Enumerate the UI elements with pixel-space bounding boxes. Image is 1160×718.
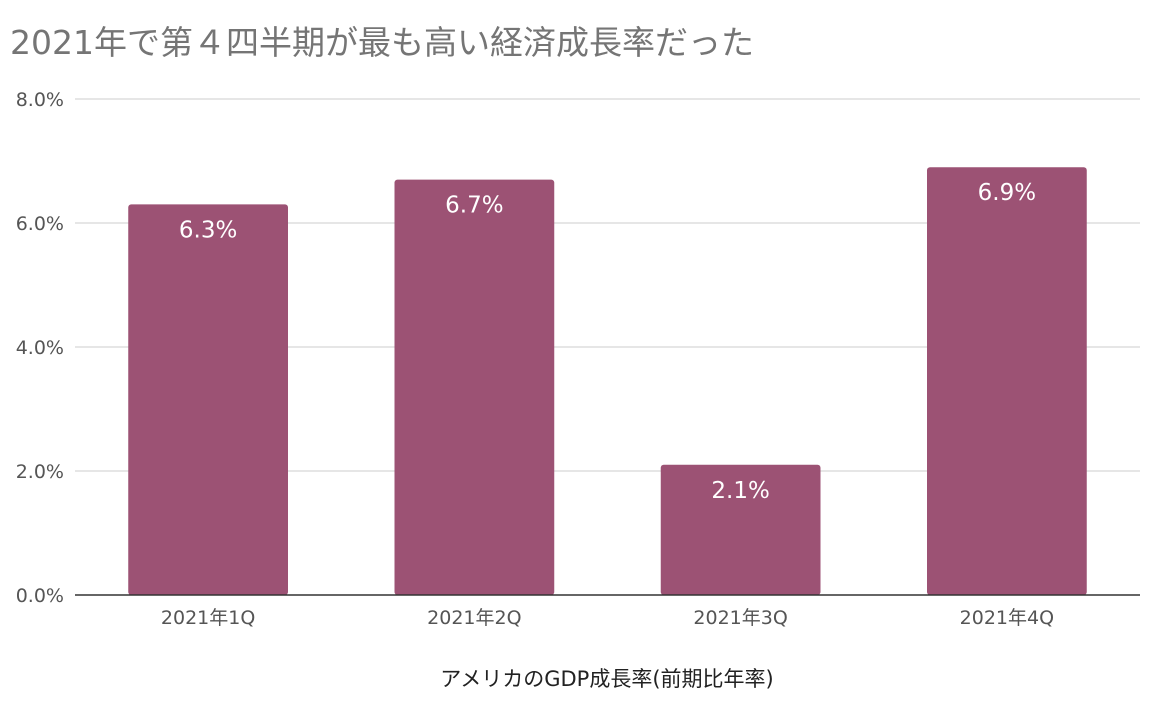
bar (394, 179, 555, 595)
x-tick-label: 2021年4Q (960, 607, 1054, 629)
data-label: 2.1% (711, 478, 769, 504)
y-tick-label: 6.0% (16, 213, 64, 235)
chart-title: 2021年で第４四半期が最も高い経済成長率だった (10, 23, 754, 62)
y-tick-label: 8.0% (16, 89, 64, 111)
bar (927, 167, 1087, 595)
data-label: 6.9% (978, 180, 1036, 206)
x-axis-title: アメリカのGDP成長率(前期比年率) (440, 667, 773, 691)
y-tick-label: 2.0% (16, 461, 64, 483)
bar (128, 204, 288, 595)
bar (660, 464, 821, 595)
bars (128, 167, 1087, 595)
x-tick-label: 2021年2Q (427, 607, 521, 629)
y-tick-label: 0.0% (16, 585, 64, 607)
data-label: 6.3% (179, 217, 237, 243)
x-axis-tick-labels: 2021年1Q 2021年2Q 2021年3Q 2021年4Q (161, 607, 1054, 629)
y-axis-tick-labels: 0.0% 2.0% 4.0% 6.0% 8.0% (16, 89, 64, 607)
data-label: 6.7% (445, 193, 503, 219)
x-tick-label: 2021年1Q (161, 607, 255, 629)
data-labels: 6.3% 6.7% 2.1% 6.9% (179, 180, 1036, 504)
y-tick-label: 4.0% (16, 337, 64, 359)
x-tick-label: 2021年3Q (693, 607, 787, 629)
